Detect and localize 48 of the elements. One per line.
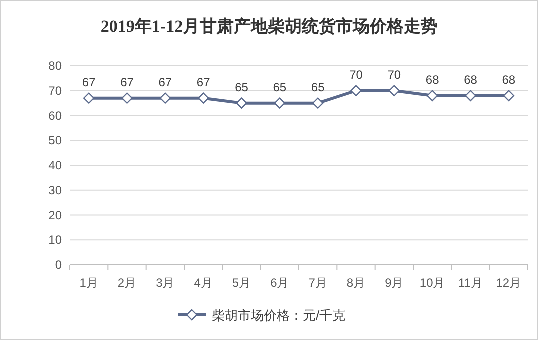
point: [350, 85, 362, 96]
x-tick-label: 6月: [270, 276, 290, 290]
x-tick-label: 3月: [156, 276, 175, 290]
point: [122, 92, 133, 104]
data-label: 68: [464, 72, 478, 87]
point: [465, 90, 476, 102]
point: [426, 90, 438, 102]
point: [198, 92, 210, 104]
point: [503, 90, 515, 102]
data-label: 70: [388, 68, 402, 82]
y-tick-label: 20: [48, 208, 62, 222]
x-tick-label: 9月: [385, 276, 404, 290]
data-label: 67: [158, 75, 172, 90]
point: [388, 85, 400, 96]
y-tick-label: 0: [55, 258, 62, 272]
data-label: 67: [196, 75, 211, 90]
data-label: 65: [235, 80, 249, 94]
x-tick-label: 8月: [346, 276, 366, 290]
legend: 柴胡市场价格：元/千克: [178, 308, 346, 323]
x-tick-label: 10月: [420, 276, 446, 290]
x-tick-label: 4月: [194, 276, 213, 290]
y-tick-label: 40: [48, 158, 62, 172]
data-label: 67: [120, 75, 134, 90]
chart-title: 2019年1-12月甘肃产地柴胡统货市场价格走势: [100, 17, 438, 36]
point: [83, 92, 95, 104]
y-tick-label: 60: [48, 108, 62, 123]
y-tick-label: 80: [48, 59, 62, 73]
data-label: 65: [273, 80, 287, 94]
x-tick-label: 11月: [458, 276, 483, 290]
point: [236, 98, 248, 109]
data-label: 67: [82, 75, 96, 90]
data-label: 68: [502, 72, 516, 87]
x-tick-label: 2月: [118, 276, 137, 290]
x-tick-label: 7月: [308, 276, 328, 290]
data-label: 70: [350, 68, 364, 82]
x-tick-label: 12月: [496, 276, 522, 290]
data-label: 68: [426, 72, 440, 87]
x-tick-label: 5月: [232, 276, 252, 290]
point: [312, 98, 324, 109]
point: [274, 98, 286, 109]
legend-label: 柴胡市场价格：元/千克: [212, 308, 346, 323]
y-tick-label: 10: [48, 233, 62, 248]
x-tick-label: 1月: [80, 276, 98, 290]
y-tick-label: 50: [48, 134, 62, 148]
y-tick-label: 30: [48, 183, 62, 198]
y-tick-label: 70: [48, 84, 62, 98]
data-label: 65: [311, 80, 326, 94]
point: [160, 92, 172, 104]
